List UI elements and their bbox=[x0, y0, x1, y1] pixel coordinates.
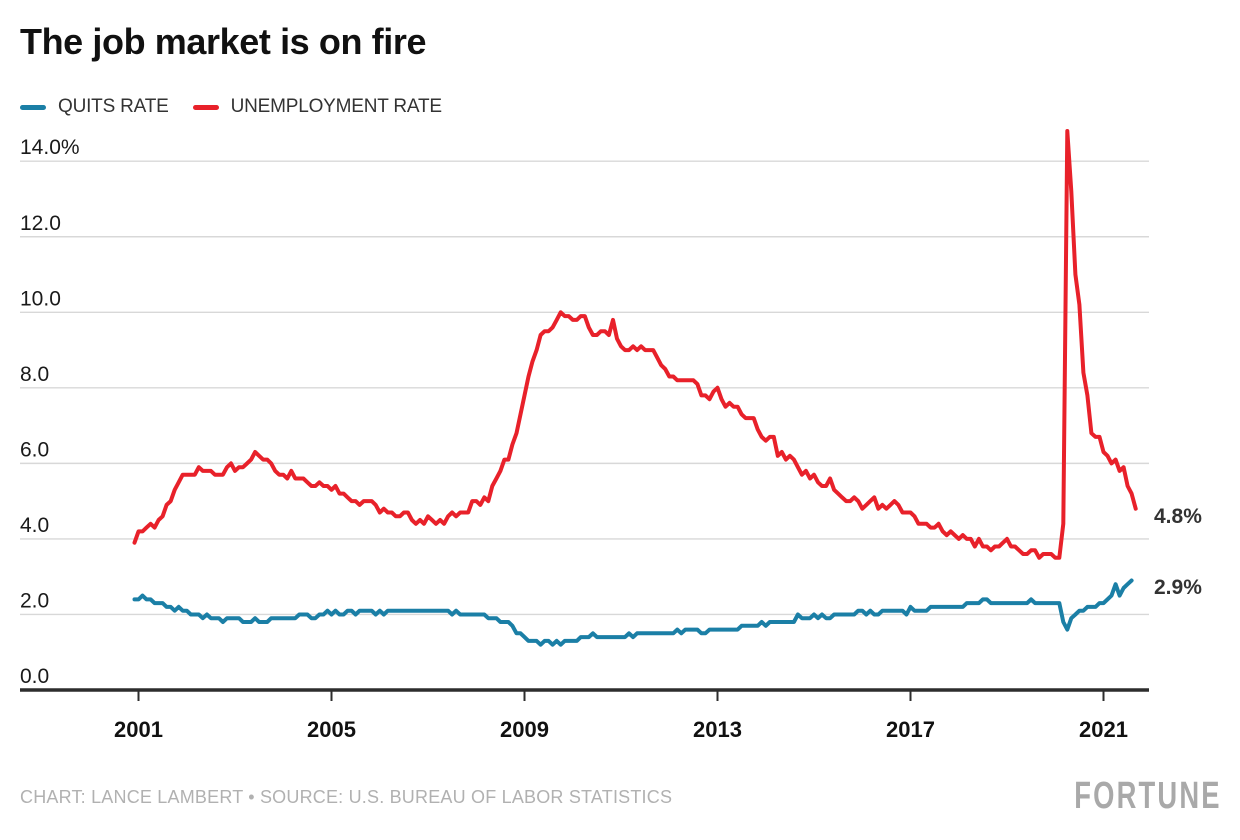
quits-line-swatch-icon bbox=[20, 104, 46, 110]
svg-text:2005: 2005 bbox=[307, 717, 356, 742]
legend: QUITS RATE UNEMPLOYMENT RATE bbox=[20, 96, 442, 118]
svg-text:0.0: 0.0 bbox=[20, 665, 49, 688]
svg-text:10.0: 10.0 bbox=[20, 287, 61, 310]
svg-text:12.0: 12.0 bbox=[20, 212, 61, 235]
chart-credit: CHART: LANCE LAMBERT • SOURCE: U.S. BURE… bbox=[20, 787, 673, 807]
unemployment-line-swatch-icon bbox=[192, 104, 219, 110]
svg-text:8.0: 8.0 bbox=[20, 363, 49, 386]
svg-text:6.0: 6.0 bbox=[20, 438, 49, 461]
fortune-logo: FORTUNE bbox=[1074, 775, 1222, 817]
page-title: The job market is on fire bbox=[20, 21, 427, 62]
legend-label-unemployment: UNEMPLOYMENT RATE bbox=[230, 96, 442, 117]
end-label-unemployment: 4.8% bbox=[1154, 504, 1202, 528]
svg-text:4.0: 4.0 bbox=[20, 514, 49, 537]
legend-label-quits: QUITS RATE bbox=[58, 96, 169, 117]
svg-text:2013: 2013 bbox=[693, 717, 742, 742]
legend-item-quits: QUITS RATE bbox=[20, 96, 169, 118]
svg-text:2017: 2017 bbox=[886, 717, 935, 742]
svg-text:2021: 2021 bbox=[1079, 717, 1128, 742]
end-label-quits: 2.9% bbox=[1154, 576, 1202, 600]
svg-text:2001: 2001 bbox=[114, 717, 163, 742]
svg-text:14.0%: 14.0% bbox=[20, 136, 80, 159]
svg-text:2009: 2009 bbox=[500, 717, 549, 742]
legend-item-unemployment: UNEMPLOYMENT RATE bbox=[192, 96, 442, 118]
svg-text:2.0: 2.0 bbox=[20, 589, 49, 612]
